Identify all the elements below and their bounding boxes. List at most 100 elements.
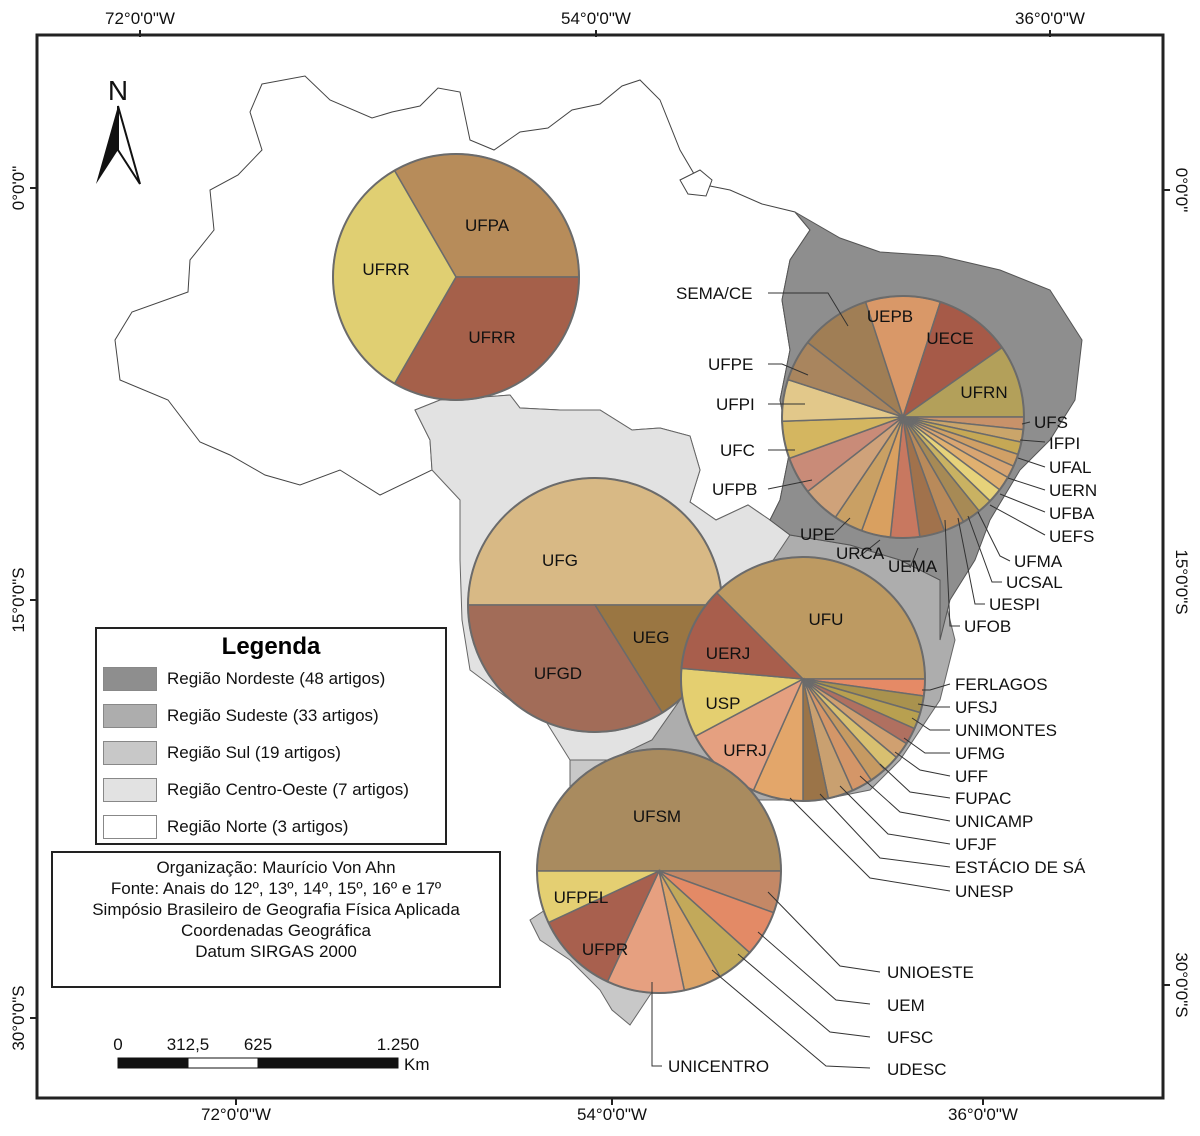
scale-bar: 0 312,5 625 1.250 Km — [113, 1035, 429, 1074]
sudeste-label-ufmg: UFMG — [955, 744, 1005, 763]
legend-item-norte: Região Norte (3 artigos) — [103, 814, 348, 840]
pie-chart-sul — [536, 748, 782, 994]
sudeste-label-unimontes: UNIMONTES — [955, 721, 1057, 740]
sul-label-ufpel: UFPEL — [554, 888, 609, 907]
scale-label-0: 0 — [113, 1035, 122, 1054]
centro-label-ufg: UFG — [542, 551, 578, 570]
sul-label-unioeste: UNIOESTE — [887, 963, 974, 982]
coord-right-15s: 15°0'0"S — [1172, 549, 1191, 614]
nordeste-label-ufc: UFC — [720, 441, 755, 460]
norte-label-ufpa: UFPA — [465, 216, 510, 235]
nordeste-label-ufrn: UFRN — [960, 383, 1007, 402]
nordeste-label-uefs: UEFS — [1049, 527, 1094, 546]
sul-label-ufpr: UFPR — [582, 940, 628, 959]
credits-organizacao: Organização: Maurício Von Ahn — [156, 858, 396, 877]
nordeste-label-ufs: UFS — [1034, 413, 1068, 432]
sudeste-label-uerj: UERJ — [706, 644, 750, 663]
scale-label-1250: 1.250 — [377, 1035, 420, 1054]
sul-leaders — [651, 891, 881, 1069]
nordeste-label-urca: URCA — [836, 544, 885, 563]
sudeste-outline — [680, 556, 926, 802]
nordeste-leaders — [767, 292, 1046, 627]
nordeste-label-uece: UECE — [926, 329, 973, 348]
centro-label-ueg: UEG — [633, 628, 670, 647]
island-marajo — [679, 169, 713, 197]
sudeste-leaders — [789, 683, 951, 892]
legend: Legenda Região Nordeste (48 artigos) Reg… — [95, 627, 447, 845]
nordeste-label-ucsal: UCSAL — [1006, 573, 1063, 592]
centro-label-ufgd: UFGD — [534, 664, 582, 683]
north-letter: N — [108, 75, 128, 106]
nordeste-label-sema-ce: SEMA/CE — [676, 284, 753, 303]
sudeste-label-estacio: ESTÁCIO DE SÁ — [955, 858, 1086, 877]
legend-item-nordeste: Região Nordeste (48 artigos) — [103, 666, 385, 692]
sudeste-label-unicamp: UNICAMP — [955, 812, 1033, 831]
legend-title: Legenda — [221, 633, 321, 660]
nordeste-label-ifpi: IFPI — [1049, 434, 1080, 453]
nordeste-label-ufpe: UFPE — [708, 355, 753, 374]
map-frame — [35, 33, 1165, 1100]
coord-right-30s: 30°0'0"S — [1172, 952, 1191, 1017]
coord-right-0: 0°0'0" — [1172, 168, 1191, 212]
sudeste-label-fupac: FUPAC — [955, 789, 1011, 808]
sudeste-label-usp: USP — [706, 694, 741, 713]
coord-left-30s: 30°0'0"S — [9, 985, 28, 1050]
sudeste-label-ufrj: UFRJ — [723, 741, 766, 760]
nordeste-label-ufpb: UFPB — [712, 480, 757, 499]
coord-left-0: 0°0'0" — [9, 166, 28, 210]
sudeste-label-unesp: UNESP — [955, 882, 1014, 901]
coord-bottom-54w: 54°0'0"W — [577, 1105, 647, 1124]
nordeste-label-ufba: UFBA — [1049, 504, 1095, 523]
legend-label-norte: Região Norte (3 artigos) — [167, 817, 349, 836]
legend-item-sudeste: Região Sudeste (33 artigos) — [103, 703, 379, 729]
nordeste-label-ufal: UFAL — [1049, 458, 1092, 477]
legend-item-sul: Região Sul (19 artigos) — [103, 740, 341, 766]
sul-label-ufsc: UFSC — [887, 1028, 933, 1047]
nordeste-label-ufma: UFMA — [1014, 552, 1063, 571]
nordeste-label-ufpi: UFPI — [716, 395, 755, 414]
credits-fonte: Fonte: Anais do 12º, 13º, 14º, 15º, 16º … — [110, 879, 442, 898]
coord-top-54w: 54°0'0"W — [561, 9, 631, 28]
legend-item-centro-oeste: Região Centro-Oeste (7 artigos) — [103, 777, 409, 803]
north-arrow-right — [117, 105, 141, 185]
sul-outline — [536, 748, 782, 994]
pie-chart-norte — [332, 153, 580, 401]
coord-left-15s: 15°0'0"S — [9, 567, 28, 632]
credits-simposio: Simpósio Brasileiro de Geografia Física … — [92, 900, 460, 919]
north-arrow-left — [96, 106, 118, 184]
frame-ticks — [30, 30, 1170, 1105]
norte-outline — [332, 153, 580, 401]
legend-swatch-sudeste — [103, 704, 157, 728]
nordeste-label-ufob: UFOB — [964, 617, 1011, 636]
sul-label-ufsm: UFSM — [633, 807, 681, 826]
sul-label-unicentro: UNICENTRO — [668, 1057, 769, 1076]
nordeste-outline — [781, 295, 1025, 539]
sudeste-label-uff: UFF — [955, 767, 988, 786]
legend-label-centro-oeste: Região Centro-Oeste (7 artigos) — [167, 780, 409, 799]
scale-label-625: 625 — [244, 1035, 272, 1054]
pie-chart-nordeste — [781, 295, 1025, 539]
nordeste-label-uern: UERN — [1049, 481, 1097, 500]
pie-chart-sudeste — [680, 556, 926, 802]
legend-swatch-centro-oeste — [103, 778, 157, 802]
scale-label-312: 312,5 — [167, 1035, 210, 1054]
sul-label-uem: UEM — [887, 996, 925, 1015]
legend-swatch-nordeste — [103, 667, 157, 691]
credits-datum: Datum SIRGAS 2000 — [195, 942, 357, 961]
coord-top-72w: 72°0'0"W — [105, 9, 175, 28]
scale-unit: Km — [404, 1055, 430, 1074]
legend-label-nordeste: Região Nordeste (48 artigos) — [167, 669, 386, 688]
legend-swatch-sul — [103, 741, 157, 765]
credits-coordenadas: Coordenadas Geográfica — [181, 921, 371, 940]
sudeste-label-ufsj: UFSJ — [955, 698, 998, 717]
legend-label-sudeste: Região Sudeste (33 artigos) — [167, 706, 379, 725]
coord-bottom-36w: 36°0'0"W — [948, 1105, 1018, 1124]
legend-label-sul: Região Sul (19 artigos) — [167, 743, 341, 762]
north-arrow: N — [96, 75, 141, 185]
coord-bottom-72w: 72°0'0"W — [201, 1105, 271, 1124]
sudeste-label-ferlagos: FERLAGOS — [955, 675, 1048, 694]
norte-label-ufrr-2: UFRR — [362, 260, 409, 279]
norte-label-ufrr-1: UFRR — [468, 328, 515, 347]
nordeste-label-uema: UEMA — [888, 557, 938, 576]
